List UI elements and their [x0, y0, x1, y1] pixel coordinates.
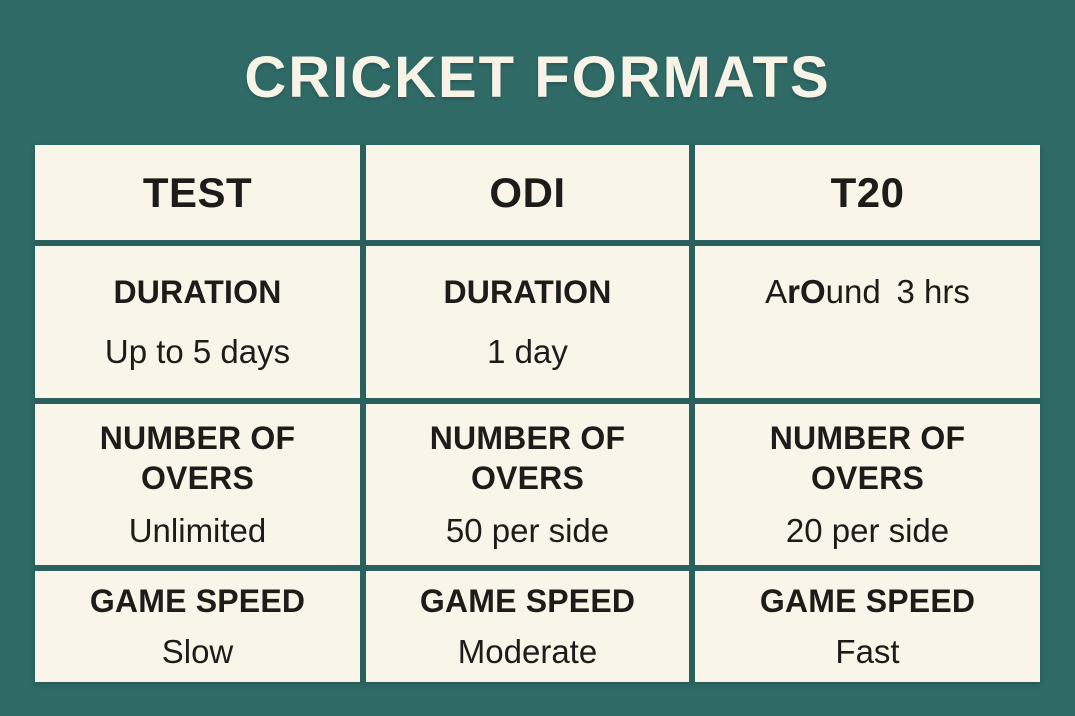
cell-t20-duration: ArOund 3 hrs [695, 246, 1040, 398]
cell-test-duration: DURATION Up to 5 days [35, 246, 360, 398]
text-part: 3 hrs [896, 273, 970, 311]
duration-value: 1 day [487, 333, 568, 371]
cell-t20-speed: GAME SPEED Fast [695, 571, 1040, 682]
text-part: und [825, 273, 881, 311]
cricket-formats-table: TEST ODI T20 DURATION Up to 5 days DURAT… [35, 145, 1040, 682]
column-header-test: TEST [35, 145, 360, 240]
overs-value: 20 per side [785, 512, 950, 550]
column-header-t20: T20 [695, 145, 1040, 240]
cell-test-overs: NUMBER OF OVERS Unlimited [35, 404, 360, 565]
cell-t20-overs: NUMBER OF OVERS 20 per side [695, 404, 1040, 565]
speed-value: Moderate [457, 632, 598, 670]
overs-label: NUMBER OF OVERS [769, 419, 966, 496]
overs-label: NUMBER OF OVERS [429, 419, 626, 496]
text-part: A [765, 273, 788, 311]
text-part: rO [787, 273, 826, 311]
speed-value: Fast [835, 632, 900, 670]
column-header-odi: ODI [366, 145, 689, 240]
speed-label: GAME SPEED [89, 583, 306, 620]
speed-value: Slow [161, 632, 234, 670]
overs-value: 50 per side [445, 512, 610, 550]
duration-label: DURATION [443, 273, 612, 310]
cell-odi-overs: NUMBER OF OVERS 50 per side [366, 404, 689, 565]
cell-odi-duration: DURATION 1 day [366, 246, 689, 398]
duration-label: DURATION [113, 273, 282, 310]
overs-label: NUMBER OF OVERS [99, 419, 296, 496]
speed-label: GAME SPEED [759, 583, 976, 620]
duration-value-inline: ArOund 3 hrs [765, 271, 970, 313]
cell-test-speed: GAME SPEED Slow [35, 571, 360, 682]
speed-label: GAME SPEED [419, 583, 636, 620]
duration-value: Up to 5 days [104, 333, 291, 371]
overs-value: Unlimited [128, 512, 267, 550]
page-title: CRICKET FORMATS [244, 45, 831, 110]
cell-odi-speed: GAME SPEED Moderate [366, 571, 689, 682]
